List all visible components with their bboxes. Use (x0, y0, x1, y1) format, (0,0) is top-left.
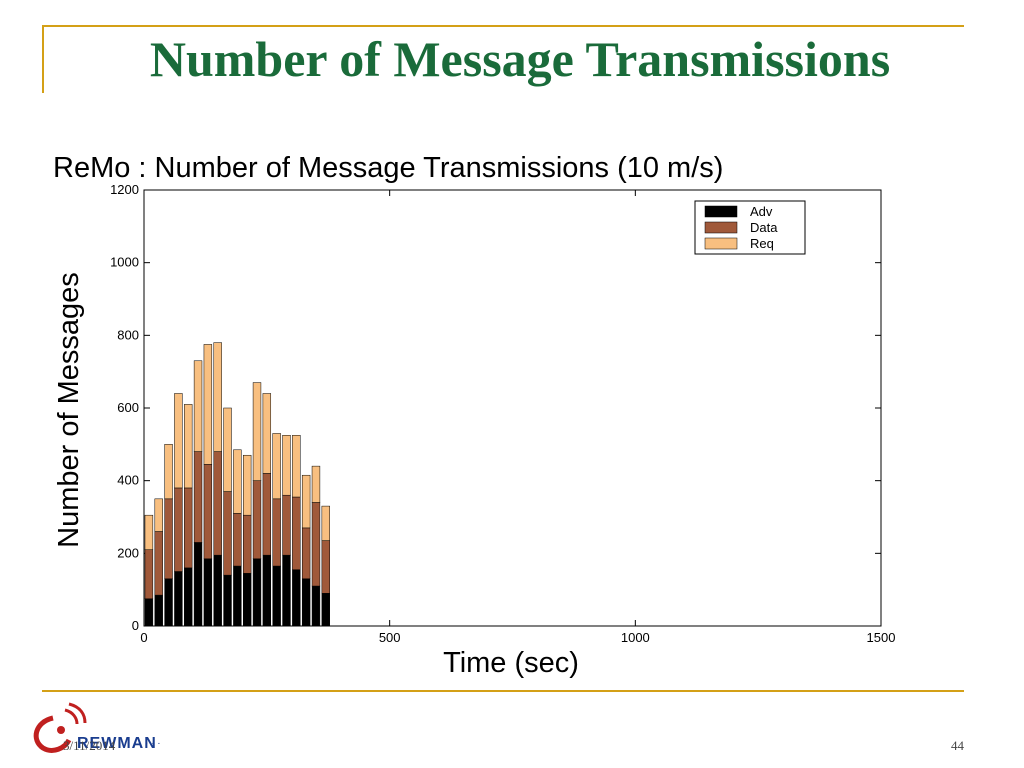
svg-text:REWMAN: REWMAN (77, 735, 157, 752)
bar-data (292, 496, 301, 570)
x-tick-label: 1000 (621, 630, 650, 645)
bar-req (321, 505, 330, 541)
bar-adv (223, 574, 232, 627)
svg-text:· · ·: · · · (145, 738, 161, 749)
bar-adv (184, 567, 193, 627)
chart-container: ReMo : Number of Message Transmissions (… (40, 140, 980, 685)
bar-data (252, 480, 262, 560)
bar-req (282, 435, 291, 496)
bar-req (292, 435, 301, 498)
bar-adv (242, 573, 252, 627)
plot-area: 0 200 400 600 800 1000 1200 0 500 1000 1500 AdvData… (110, 182, 895, 645)
y-axis-label: Number of Messages (53, 272, 85, 548)
bar-req (301, 474, 311, 529)
legend-label-adv: Adv (750, 204, 773, 219)
bar-adv (174, 571, 183, 627)
bar-data (301, 527, 311, 580)
legend-label-req: Req (750, 236, 774, 251)
bar-req (193, 360, 203, 452)
stacked-bar-chart: ReMo : Number of Message Transmissions (… (53, 152, 895, 679)
bar-adv (321, 593, 330, 627)
slide-date: 3/11/2014 (63, 738, 116, 753)
bar-req (311, 465, 321, 503)
bar-data (321, 540, 330, 594)
bar-data (242, 514, 252, 574)
bar-data (144, 549, 154, 600)
frame-line-top (42, 25, 964, 27)
x-tick-label: 0 (140, 630, 147, 645)
bar-req (262, 393, 272, 474)
bar-data (164, 498, 173, 580)
slide-title: Number of Message Transmissions (149, 31, 891, 87)
bar-data (193, 451, 203, 543)
x-axis-label: Time (sec) (443, 647, 579, 679)
y-tick-label: 200 (117, 545, 139, 560)
bar-adv (213, 554, 222, 627)
bar-data (223, 491, 232, 576)
bar-data (311, 502, 321, 587)
bar-req (223, 407, 232, 492)
bar-req (272, 433, 281, 500)
y-tick-label: 400 (117, 473, 139, 488)
y-tick-label: 0 (132, 618, 139, 633)
bar-adv (311, 585, 321, 627)
bar-req (184, 404, 193, 489)
bar-adv (272, 565, 281, 627)
bar-data (174, 487, 183, 572)
bar-req (233, 449, 242, 514)
page-number: 44 (951, 738, 964, 753)
bar-adv (233, 565, 242, 627)
bar-adv (164, 578, 173, 627)
rewman-logo: REWMAN · · · (33, 702, 161, 753)
legend-swatch-data (704, 221, 738, 234)
bar-data (262, 473, 272, 556)
frame-line-bottom (42, 690, 964, 692)
legend-swatch-req (704, 237, 738, 250)
bar-data (282, 494, 291, 556)
bar-req (174, 393, 183, 489)
bar-req (213, 342, 222, 452)
bar-data (203, 464, 213, 560)
legend-label-data: Data (750, 220, 778, 235)
bar-data (213, 451, 222, 556)
x-tick-label: 500 (379, 630, 401, 645)
bar-data (184, 487, 193, 569)
bar-req (252, 382, 262, 481)
bar-data (233, 513, 242, 567)
frame-line-left (42, 25, 44, 93)
bar-req (242, 454, 252, 516)
bar-req (154, 498, 163, 532)
bar-adv (301, 578, 311, 627)
legend-swatch-adv (704, 205, 738, 218)
bar-req (164, 444, 173, 500)
chart-title: ReMo : Number of Message Transmissions (… (53, 152, 723, 184)
bar-adv (193, 542, 203, 627)
bar-adv (144, 598, 154, 627)
y-tick-label: 600 (117, 400, 139, 415)
bar-adv (262, 554, 272, 627)
bar-data (154, 531, 163, 596)
bar-adv (292, 569, 301, 627)
y-tick-label: 1000 (110, 255, 139, 270)
y-tick-label: 800 (117, 327, 139, 342)
x-tick-label: 1500 (867, 630, 896, 645)
bar-req (144, 514, 154, 550)
bar-adv (252, 558, 262, 627)
bar-adv (154, 594, 163, 627)
bar-adv (282, 554, 291, 627)
bar-data (272, 498, 281, 567)
bar-adv (203, 558, 213, 627)
y-tick-label: 1200 (110, 182, 139, 197)
bar-req (203, 344, 213, 465)
